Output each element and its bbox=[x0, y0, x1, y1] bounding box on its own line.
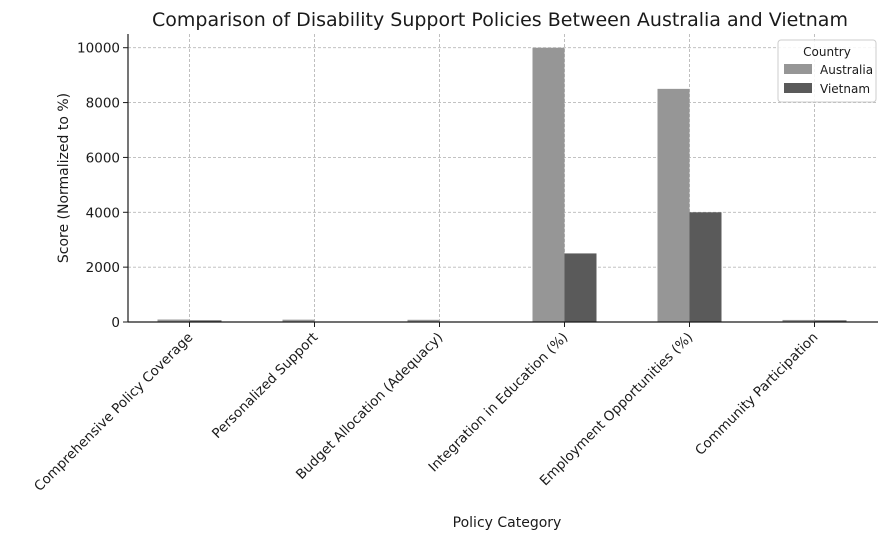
axes-spines bbox=[128, 34, 878, 322]
grid-lines bbox=[128, 34, 878, 322]
bar-australia-5 bbox=[658, 89, 690, 322]
legend-title: Country bbox=[803, 45, 851, 59]
legend-swatch-vietnam bbox=[784, 83, 812, 93]
y-tick-label: 0 bbox=[111, 315, 120, 331]
legend-label-australia: Australia bbox=[820, 63, 873, 77]
bars bbox=[158, 48, 847, 322]
x-tick-label: Comprehensive Policy Coverage bbox=[31, 330, 196, 495]
x-tick-label: Employment Opportunities (%) bbox=[537, 330, 697, 490]
x-ticks: Comprehensive Policy Coverage Personalize… bbox=[31, 322, 821, 495]
legend: Country Australia Vietnam bbox=[778, 40, 876, 102]
x-tick-label: Budget Allocation (Adequacy) bbox=[293, 330, 446, 483]
x-axis-label: Policy Category bbox=[453, 515, 562, 531]
x-tick-label: Personalized Support bbox=[209, 330, 321, 442]
x-tick-label: Community Participation bbox=[692, 330, 821, 459]
bar-australia-4 bbox=[533, 48, 565, 322]
y-axis-label: Score (Normalized to %) bbox=[56, 93, 72, 263]
y-tick-label: 10000 bbox=[77, 41, 120, 57]
y-tick-label: 4000 bbox=[86, 205, 120, 221]
bar-vietnam-5 bbox=[690, 212, 722, 322]
y-ticks: 0 2000 4000 6000 8000 10000 bbox=[77, 41, 128, 331]
legend-label-vietnam: Vietnam bbox=[820, 82, 870, 96]
y-tick-label: 8000 bbox=[86, 96, 120, 112]
legend-swatch-australia bbox=[784, 64, 812, 74]
y-tick-label: 2000 bbox=[86, 260, 120, 276]
y-tick-label: 6000 bbox=[86, 150, 120, 166]
bar-vietnam-4 bbox=[565, 253, 597, 322]
x-tick-label: Integration in Education (%) bbox=[426, 330, 572, 476]
chart-title: Comparison of Disability Support Policie… bbox=[152, 9, 848, 31]
